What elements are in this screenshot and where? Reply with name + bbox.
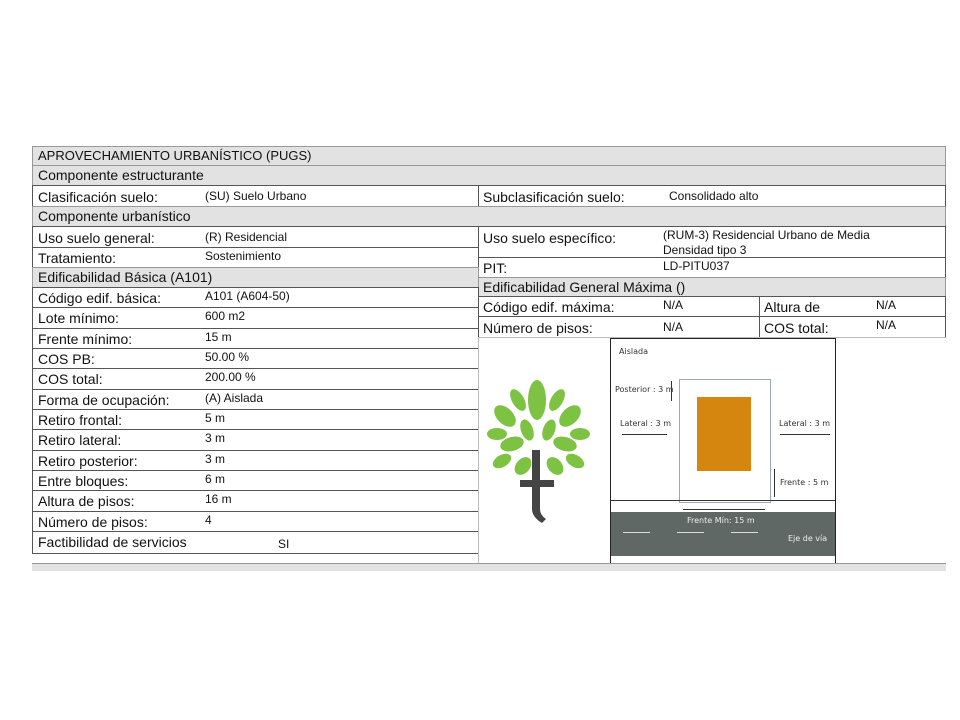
- value: 6 m: [205, 472, 226, 486]
- header-text: Edificabilidad Básica (A101): [38, 269, 213, 285]
- value-line-2: Densidad tipo 3: [663, 243, 747, 257]
- header-basica: Edificabilidad Básica (A101): [32, 267, 479, 288]
- label: COS total:: [38, 371, 103, 387]
- title-text: APROVECHAMIENTO URBANÍSTICO (PUGS): [38, 148, 312, 163]
- label: Retiro posterior:: [38, 453, 138, 469]
- setback-diagram: Aislada Posterior : 3 m Lateral : 3 m La…: [610, 338, 836, 564]
- label: Tratamiento:: [38, 250, 117, 266]
- value: 3 m: [205, 452, 226, 466]
- lot-outline: [679, 379, 771, 503]
- header-text: Edificabilidad General Máxima (): [483, 279, 686, 295]
- label: Frente mínimo:: [38, 331, 133, 347]
- value: 15 m: [205, 330, 232, 344]
- label: PIT:: [483, 260, 508, 276]
- header-maxima: Edificabilidad General Máxima (): [478, 277, 946, 297]
- row-basica: Altura de pisos: 16 m: [32, 490, 479, 512]
- label: Factibilidad de servicios: [38, 534, 187, 550]
- row-pisos-maxima: Número de pisos: N/A COS total: N/A: [478, 316, 946, 338]
- row-pit: PIT: LD-PITU037: [478, 257, 946, 278]
- label: Código edif. máxima:: [483, 299, 615, 315]
- label: Retiro lateral:: [38, 432, 122, 448]
- value: 4: [205, 513, 212, 527]
- label: Forma de ocupación:: [38, 392, 170, 408]
- road: Frente Mín: 15 m Eje de vía: [611, 512, 835, 556]
- frente-min-label: Frente Mín: 15 m: [687, 516, 755, 525]
- header-estructurante: Componente estructurante: [32, 165, 946, 186]
- eje-label: Eje de vía: [788, 534, 828, 543]
- label: Retiro frontal:: [38, 412, 123, 428]
- tree-logo: [487, 380, 590, 523]
- frente-label: Frente : 5 m: [780, 478, 829, 487]
- value: 5 m: [205, 411, 226, 425]
- posterior-label: Posterior : 3 m: [615, 385, 674, 394]
- row-basica: COS PB: 50.00 %: [32, 348, 479, 369]
- row-codigo-maxima: Código edif. máxima: N/A Altura de N/A: [478, 296, 946, 317]
- label: Código edif. básica:: [38, 290, 161, 306]
- row-uso-especifico: Uso suelo específico: (RUM-3) Residencial…: [478, 226, 946, 258]
- label: Número de pisos:: [38, 514, 148, 530]
- diagram-type: Aislada: [619, 347, 648, 356]
- value: (A) Aislada: [205, 391, 264, 405]
- row-basica: Código edif. básica: A101 (A604-50): [32, 287, 479, 308]
- value: N/A: [876, 318, 897, 332]
- value: Consolidado alto: [669, 189, 759, 203]
- label: Subclasificación suelo:: [483, 189, 625, 205]
- label: Clasificación suelo:: [38, 189, 158, 205]
- label: COS PB:: [38, 351, 95, 367]
- section-title: APROVECHAMIENTO URBANÍSTICO (PUGS): [32, 146, 946, 166]
- value: 200.00 %: [205, 370, 256, 384]
- value: (SU) Suelo Urbano: [205, 189, 307, 203]
- row-basica: Retiro lateral: 3 m: [32, 429, 479, 451]
- next-section-header: [32, 563, 946, 571]
- row-basica: Frente mínimo: 15 m: [32, 328, 479, 349]
- row-basica: Entre bloques: 6 m: [32, 470, 479, 491]
- value: 50.00 %: [205, 350, 250, 364]
- value: N/A: [876, 298, 897, 312]
- row-basica: Forma de ocupación: (A) Aislada: [32, 389, 479, 410]
- row-uso-general: Uso suelo general: (R) Residencial: [32, 226, 479, 248]
- label: Número de pisos:: [483, 320, 593, 336]
- label: Uso suelo general:: [38, 230, 155, 246]
- row-subclasificacion: Subclasificación suelo: Consolidado alto: [478, 185, 946, 207]
- row-tratamiento: Tratamiento: Sostenimiento: [32, 247, 479, 268]
- value: N/A: [663, 320, 684, 334]
- value-line-1: (RUM-3) Residencial Urbano de Media: [663, 228, 870, 242]
- label: Altura de pisos:: [38, 493, 135, 509]
- value: 3 m: [205, 431, 226, 445]
- label: Uso suelo específico:: [483, 230, 617, 246]
- value: Sostenimiento: [205, 249, 282, 263]
- value: SI: [278, 537, 290, 551]
- value: N/A: [663, 298, 684, 312]
- label: Entre bloques:: [38, 473, 129, 489]
- value: 16 m: [205, 492, 232, 506]
- value: LD-PITU037: [663, 259, 730, 273]
- header-urbanistico: Componente urbanístico: [32, 206, 946, 227]
- value: 600 m2: [205, 309, 246, 323]
- value: A101 (A604-50): [205, 289, 290, 303]
- lateral-left-label: Lateral : 3 m: [620, 419, 672, 428]
- label: Lote mínimo:: [38, 310, 119, 326]
- row-basica: Factibilidad de servicios SI: [32, 531, 479, 554]
- building-footprint: [697, 397, 751, 471]
- row-basica: COS total: 200.00 %: [32, 368, 479, 390]
- lateral-right-label: Lateral : 3 m: [779, 419, 831, 428]
- header-text: Componente estructurante: [38, 167, 204, 183]
- row-basica: Retiro posterior: 3 m: [32, 450, 479, 471]
- value: (R) Residencial: [205, 230, 288, 244]
- row-clasificacion: Clasificación suelo: (SU) Suelo Urbano: [32, 185, 479, 207]
- row-basica: Retiro frontal: 5 m: [32, 409, 479, 430]
- row-basica: Lote mínimo: 600 m2: [32, 307, 479, 329]
- label: COS total:: [764, 320, 829, 336]
- label: Altura de: [764, 299, 821, 315]
- header-text: Componente urbanístico: [38, 208, 191, 224]
- row-basica: Número de pisos: 4: [32, 511, 479, 532]
